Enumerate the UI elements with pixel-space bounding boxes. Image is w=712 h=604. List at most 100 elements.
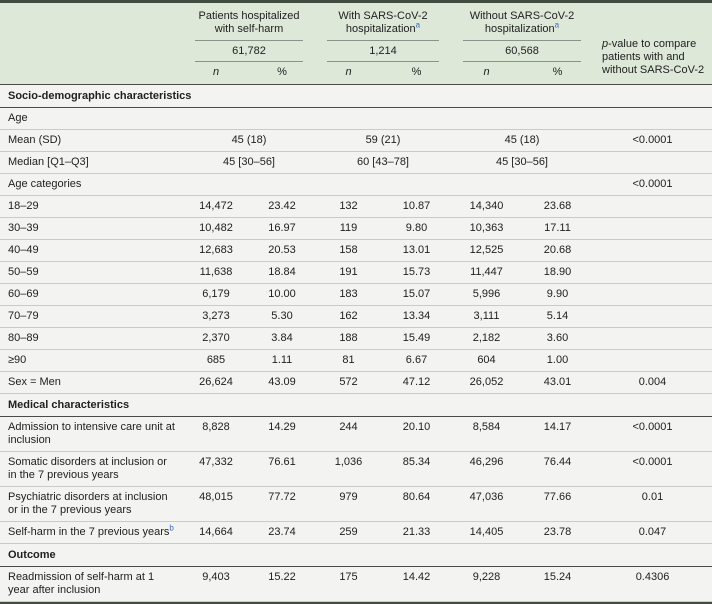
value-cell: 23.74	[249, 521, 315, 544]
value-cell: 119	[315, 217, 382, 240]
pvalue-cell	[593, 195, 712, 218]
table-row: Sex = Men 26,624 43.09 572 47.12 26,052 43.01 0…	[0, 371, 712, 394]
row-label: Mean (SD)	[0, 129, 183, 152]
value-cell: 685	[183, 349, 249, 372]
pvalue-cell	[593, 217, 712, 240]
section-label: Outcome	[0, 543, 712, 567]
value-cell: 47,332	[183, 451, 249, 487]
pvalue-cell: <0.0001	[593, 173, 712, 196]
value-cell: 183	[315, 283, 382, 306]
group-title-line2: hospitalization	[484, 23, 555, 35]
group-title: Without SARS-CoV-2 hospitalizationa	[463, 10, 582, 41]
value-cell: 47.12	[382, 371, 451, 394]
section-label: Medical characteristics	[0, 393, 712, 417]
empty-corner-cell	[0, 3, 183, 85]
row-label: 30–39	[0, 217, 183, 240]
value-cell: 20.68	[522, 239, 594, 262]
value-cell: 26,052	[451, 371, 522, 394]
table-row: 50–59 11,638 18.84 191 15.73 11,447 18.90	[0, 261, 712, 284]
subheader-row: n % n % n %	[0, 62, 712, 85]
value-cell: 191	[315, 261, 382, 284]
footnote-marker: a	[554, 20, 560, 30]
table-row: 18–29 14,472 23.42 132 10.87 14,340 23.68	[0, 195, 712, 218]
table-row: Self-harm in the 7 previous yearsb 14,664…	[0, 521, 712, 544]
pvalue-cell: 0.01	[593, 486, 712, 522]
value-cell	[522, 107, 594, 130]
row-label: Self-harm in the 7 previous yearsb	[0, 521, 183, 544]
value-cell: 23.78	[522, 521, 594, 544]
section-row: Medical characteristics	[0, 393, 712, 417]
value-cell: 15.24	[522, 566, 594, 602]
pvalue-header-text: -value to compare patients with and with…	[602, 38, 705, 76]
value-cell: 2,370	[183, 327, 249, 350]
group-total-self-harm: 61,782	[183, 41, 315, 62]
row-label: 70–79	[0, 305, 183, 328]
value-cell: 47,036	[451, 486, 522, 522]
pvalue-cell: 0.004	[593, 371, 712, 394]
value-cell: 76.44	[522, 451, 594, 487]
value-cell: 23.68	[522, 195, 594, 218]
value-cell: 259	[315, 521, 382, 544]
table-row: Somatic disorders at inclusion or in the…	[0, 451, 712, 487]
value-cell-span: 60 [43–78]	[315, 151, 451, 174]
value-cell: 3,111	[451, 305, 522, 328]
row-label: Psychiatric disorders at inclusion or in…	[0, 486, 183, 522]
pvalue-cell	[593, 151, 712, 174]
value-cell: 3.60	[522, 327, 594, 350]
value-cell: 158	[315, 239, 382, 262]
pvalue-cell	[593, 107, 712, 130]
value-cell: 15.49	[382, 327, 451, 350]
value-cell: 12,525	[451, 239, 522, 262]
value-cell: 9.90	[522, 283, 594, 306]
row-label: 80–89	[0, 327, 183, 350]
group-title: Patients hospitalized with self-harm	[195, 10, 303, 41]
value-cell	[249, 173, 315, 196]
value-cell: 10,482	[183, 217, 249, 240]
table-row: 40–49 12,683 20.53 158 13.01 12,525 20.68	[0, 239, 712, 262]
group-total-row: 61,782 1,214 60,568	[0, 41, 712, 62]
section-row: Socio-demographic characteristics	[0, 84, 712, 108]
value-cell: 162	[315, 305, 382, 328]
total-count: 61,782	[195, 41, 303, 62]
value-cell: 979	[315, 486, 382, 522]
value-cell: 15.07	[382, 283, 451, 306]
table-row: Readmission of self-harm at 1 year after…	[0, 566, 712, 602]
value-cell: 3.84	[249, 327, 315, 350]
value-cell: 8,828	[183, 416, 249, 452]
value-cell	[451, 173, 522, 196]
row-label: Admission to intensive care unit at incl…	[0, 416, 183, 452]
value-cell: 20.10	[382, 416, 451, 452]
value-cell: 14,340	[451, 195, 522, 218]
table-row: 80–89 2,370 3.84 188 15.49 2,182 3.60	[0, 327, 712, 350]
table-row: Psychiatric disorders at inclusion or in…	[0, 486, 712, 522]
value-cell: 572	[315, 371, 382, 394]
value-cell	[451, 107, 522, 130]
col-header-n: n	[315, 62, 382, 85]
table-row: ≥90 685 1.11 81 6.67 604 1.00	[0, 349, 712, 372]
value-cell	[183, 107, 249, 130]
footnote-marker: a	[415, 20, 421, 30]
value-cell: 14,472	[183, 195, 249, 218]
pvalue-cell	[593, 239, 712, 262]
table-row: Admission to intensive care unit at incl…	[0, 416, 712, 452]
value-cell: 10.87	[382, 195, 451, 218]
value-cell: 15.73	[382, 261, 451, 284]
value-cell: 10.00	[249, 283, 315, 306]
value-cell: 23.42	[249, 195, 315, 218]
value-cell: 18.84	[249, 261, 315, 284]
value-cell: 5.14	[522, 305, 594, 328]
group-title-row: Patients hospitalized with self-harm With…	[0, 3, 712, 85]
table-row: 70–79 3,273 5.30 162 13.34 3,111 5.14	[0, 305, 712, 328]
value-cell: 81	[315, 349, 382, 372]
value-cell-span: 45 (18)	[451, 129, 594, 152]
row-label: 50–59	[0, 261, 183, 284]
pvalue-header-italic-p: p	[602, 38, 609, 50]
col-header-n: n	[183, 62, 249, 85]
pvalue-cell: <0.0001	[593, 129, 712, 152]
row-label: Sex = Men	[0, 371, 183, 394]
value-cell	[315, 173, 382, 196]
pvalue-cell	[593, 261, 712, 284]
table-row: Age	[0, 107, 712, 130]
row-label: 40–49	[0, 239, 183, 262]
